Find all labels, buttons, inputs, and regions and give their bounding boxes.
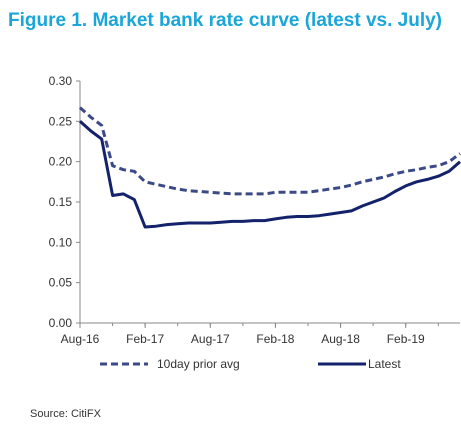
legend-label: 10day prior avg <box>157 357 240 371</box>
y-tick-label: 0.10 <box>49 235 73 249</box>
x-tick-label: Aug-18 <box>321 332 360 346</box>
x-tick-label: Feb-17 <box>126 332 164 346</box>
source-note: Source: CitiFX <box>30 408 101 420</box>
y-tick-label: 0.25 <box>49 114 73 128</box>
x-tick-label: Aug-17 <box>191 332 230 346</box>
x-tick-label: Feb-19 <box>387 332 425 346</box>
chart-title: Figure 1. Market bank rate curve (latest… <box>8 10 443 31</box>
y-tick-label: 0.15 <box>49 195 73 209</box>
series-line-latest <box>79 120 461 229</box>
y-tick-label: 0.30 <box>49 74 73 88</box>
series-line-prior-avg <box>79 106 461 196</box>
y-tick-label: 0.20 <box>49 155 73 169</box>
x-tick-label: Aug-16 <box>61 332 100 346</box>
y-tick-label: 0.05 <box>49 276 73 290</box>
legend-label: Latest <box>368 357 401 371</box>
x-tick-label: Feb-18 <box>256 332 294 346</box>
y-tick-label: 0.00 <box>49 316 73 330</box>
